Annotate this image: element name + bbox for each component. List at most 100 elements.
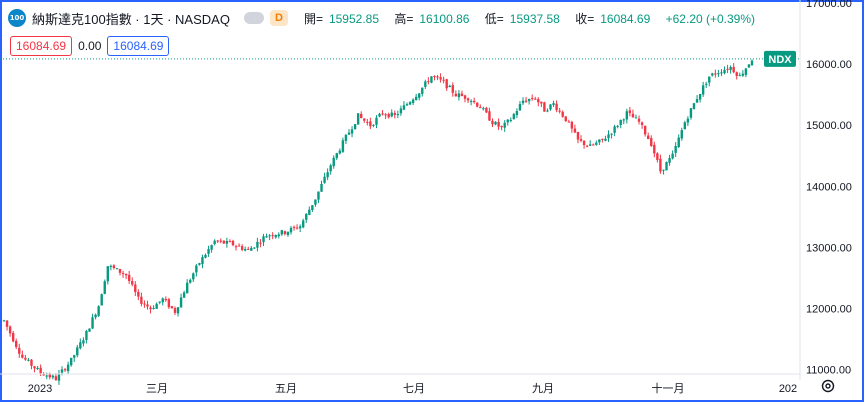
candle-body <box>63 369 67 371</box>
candle-body <box>595 142 598 145</box>
candle-body <box>103 281 106 294</box>
candle-body <box>69 357 73 366</box>
candle-body <box>109 265 113 267</box>
buy-price-button[interactable]: 16084.69 <box>107 36 170 56</box>
candle-body <box>592 144 595 146</box>
y-tick-label: 16000.00 <box>806 59 852 71</box>
candle-body <box>680 130 683 139</box>
candle-body <box>540 101 543 104</box>
candle-body <box>146 304 149 307</box>
symbol-title[interactable]: 納斯達克100指數 · 1天 · NASDAQ <box>32 11 230 27</box>
symbol-logo[interactable]: 100 <box>8 9 26 27</box>
candle-body <box>524 100 528 102</box>
candle-body <box>521 100 525 104</box>
candle-body <box>561 111 564 117</box>
candle-body <box>439 77 442 80</box>
candle-body <box>625 111 629 120</box>
candle-body <box>253 247 256 249</box>
candle-body <box>588 144 592 146</box>
candle-body <box>195 265 198 273</box>
candle-body <box>530 97 534 99</box>
candle-body <box>573 128 577 133</box>
candle-body <box>451 85 454 93</box>
candle-body <box>192 273 195 280</box>
candle-body <box>344 134 348 141</box>
candle-body <box>8 326 12 334</box>
candle-body <box>445 79 448 89</box>
candle-body <box>607 134 610 139</box>
sell-price-button[interactable]: 16084.69 <box>10 36 73 56</box>
x-tick-label: 七月 <box>403 382 425 395</box>
candle-body <box>124 273 128 276</box>
x-tick-label: 三月 <box>146 383 168 395</box>
candle-body <box>237 245 241 247</box>
candle-body <box>701 85 705 95</box>
candle-body <box>695 99 699 103</box>
delay-badge[interactable]: D <box>269 10 288 26</box>
candle-body <box>518 104 522 111</box>
candle-body <box>2 320 6 322</box>
candle-body <box>271 235 274 237</box>
candle-body <box>140 296 143 304</box>
candle-body <box>332 157 335 167</box>
candle-body <box>427 81 430 83</box>
candle-body <box>689 108 693 118</box>
candle-body <box>121 273 125 275</box>
candle-body <box>729 66 732 71</box>
candle-body <box>372 124 375 126</box>
candle-body <box>711 73 714 76</box>
candle-body <box>494 121 497 125</box>
gear-icon[interactable] <box>820 378 836 394</box>
candle-body <box>295 227 299 229</box>
candle-body <box>631 113 635 118</box>
visibility-toggle-icon[interactable] <box>243 12 264 24</box>
candle-body <box>219 240 222 242</box>
x-tick-label: 202 <box>779 383 797 395</box>
x-tick-label: 五月 <box>275 383 297 395</box>
candle-body <box>491 120 494 125</box>
candle-body <box>143 303 146 305</box>
candle-body <box>179 297 183 308</box>
x-tick-label: 十一月 <box>652 381 685 395</box>
spread-value: 0.00 <box>78 39 102 53</box>
candle-body <box>73 355 76 358</box>
candle-body <box>646 135 650 140</box>
candle-body <box>204 254 207 258</box>
candle-body <box>421 87 424 94</box>
candle-body <box>79 342 82 349</box>
candle-body <box>726 68 729 70</box>
candle-body <box>51 375 55 378</box>
candle-body <box>36 367 39 369</box>
candle-body <box>384 114 387 116</box>
candle-body <box>723 69 726 74</box>
close-value: 16084.69 <box>600 11 651 26</box>
candle-body <box>454 93 458 97</box>
candle-body <box>424 81 427 87</box>
candle-body <box>503 122 506 128</box>
candle-body <box>662 169 665 171</box>
candle-body <box>732 66 735 73</box>
candle-body <box>576 131 580 140</box>
y-tick-label: 15000.00 <box>806 120 852 132</box>
candle-body <box>616 125 619 127</box>
candle-body <box>356 113 360 125</box>
candle-body <box>302 220 305 228</box>
candle-body <box>668 158 671 163</box>
candle-body <box>88 328 91 332</box>
candle-body <box>628 110 632 114</box>
candle-body <box>149 307 152 310</box>
candle-body <box>228 241 232 243</box>
candle-body <box>674 146 677 153</box>
high-value: 16100.86 <box>419 11 470 26</box>
candle-body <box>216 240 219 242</box>
candle-body <box>381 113 384 115</box>
candle-body <box>317 191 320 200</box>
candle-body <box>176 307 180 314</box>
candle-body <box>387 114 390 118</box>
candle-body <box>717 73 720 75</box>
candle-body <box>30 359 33 366</box>
candle-body <box>705 83 708 85</box>
candle-body <box>259 242 262 244</box>
